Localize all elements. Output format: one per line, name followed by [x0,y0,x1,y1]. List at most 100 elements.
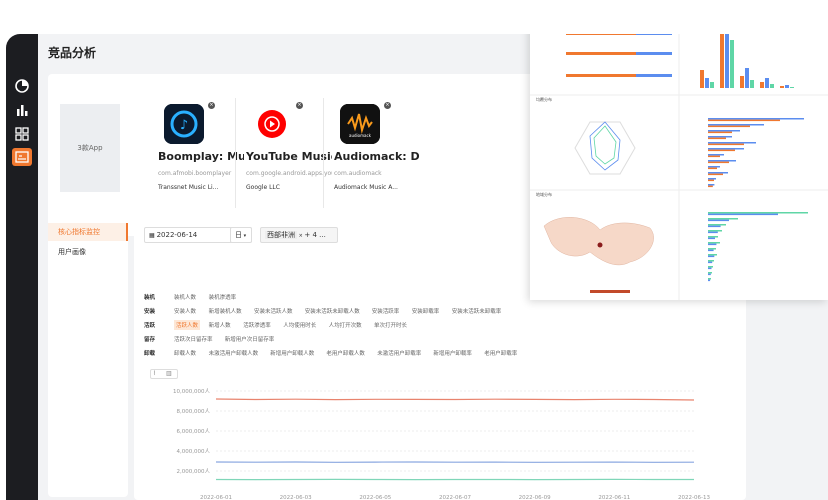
remove-app-icon[interactable]: × [296,102,303,109]
metric-tag[interactable]: 未激活用户卸载率 [377,351,422,357]
audiomack-app-icon: audiomack [340,104,380,144]
region-tag: 西部非洲 [265,231,297,239]
metric-tag[interactable]: 人均使用时长 [283,323,317,329]
app-name: Boomplay: Music ... [158,150,244,163]
metric-tag[interactable]: 安装卸载率 [411,309,440,315]
line-chart-icon[interactable]: ⌇ [153,370,156,377]
app-developer: Audiomack Music A... [334,184,398,191]
mini-bar [708,212,808,214]
mini-bar [708,143,744,146]
metric-tag[interactable]: 未激活用户卸载人数 [208,351,259,357]
chart-type-toggle: ⌇ ▥ [150,369,178,379]
metric-tag[interactable]: 新增人数 [208,323,231,329]
compare-icon[interactable] [12,148,32,166]
metric-tag[interactable]: 卸载人数 [174,351,197,357]
mini-bar [708,137,726,140]
svg-text:♪: ♪ [180,118,188,133]
divider [323,98,324,208]
app-package: com.afmobi.boomplayer [158,170,232,177]
mini-bar [708,225,721,228]
nav-item-user-profile[interactable]: 用户画像 [58,248,86,256]
metric-tag[interactable]: 活跃人数 [174,320,201,330]
map-scale-bar [590,290,630,293]
x-tick-label: 2022-06-07 [439,495,471,500]
metric-group-label: 装机 [144,295,156,301]
metric-tag[interactable]: 装机渗透率 [208,295,237,301]
divider [235,98,236,208]
date-unit-select[interactable]: 日 ▾ [230,227,252,243]
mini-bar [770,84,774,88]
metric-tag[interactable]: 安装人数 [174,309,197,315]
mini-bar [708,179,714,182]
more-regions: + 4 ... [304,231,326,239]
metric-tag[interactable]: 新增用户次日留存率 [224,337,275,343]
metric-tag[interactable]: 新增装机人数 [208,309,242,315]
mini-bar [636,74,672,77]
mini-bar [708,149,735,152]
mini-bar [720,34,724,88]
metric-tag[interactable]: 安装未活跃人数 [254,309,293,315]
mini-bar [708,118,804,120]
series-line-0[interactable] [215,398,695,401]
main-panel: ▦ 2022-06-14 日 ▾ 西部非洲 × + 4 ... 装机 装机人数 装机… [134,217,746,500]
mini-bar [708,119,780,122]
mini-bar [745,68,749,88]
pie-chart-icon[interactable] [14,78,30,94]
metric-tag[interactable]: 新增用户卸载人数 [270,351,315,357]
app-package: com.google.android.apps.youtube.music [246,170,332,177]
mini-bar [708,130,740,132]
metric-tag[interactable]: 新增用户卸载率 [433,351,472,357]
x-tick-label: 2022-06-09 [519,495,551,500]
mini-bar [708,184,715,186]
mini-bar [708,160,736,162]
mini-chart-title: 地域分布 [536,191,552,197]
mini-bar [765,78,769,88]
metric-tag[interactable]: 人均打开次数 [328,323,362,329]
metric-tag[interactable]: 活跃渗透率 [243,323,271,329]
mini-bar [708,131,732,134]
metric-tag[interactable]: 单次打开时长 [374,323,408,329]
mini-bar [708,237,715,240]
bar-chart-icon[interactable]: ▥ [166,370,172,377]
mini-bar [636,52,672,55]
app-card-boomplay[interactable]: ♪ × Boomplay: Music ... com.afmobi.boomp… [158,98,244,208]
metric-tag[interactable]: 安装未活跃未卸载人数 [304,309,360,315]
radar-series [589,121,621,171]
bar-chart-icon[interactable] [14,102,30,118]
metric-tag[interactable]: 安装活跃率 [371,309,400,315]
app-name: Audiomack: Download ... [334,150,420,163]
mini-bar [708,166,720,168]
mini-bar [708,266,713,268]
mini-bar [785,85,789,88]
mini-bar [708,254,717,256]
app-card-audiomack[interactable]: audiomack × Audiomack: Download ... com.… [334,98,420,208]
app-card-youtube-music[interactable]: × YouTube Music com.google.android.apps.… [246,98,332,208]
x-tick-label: 2022-06-11 [598,495,630,500]
x-tick-label: 2022-06-03 [280,495,312,500]
radar-series [593,125,617,165]
metric-tag[interactable]: 老用户卸载率 [484,351,518,357]
metric-tag[interactable]: 装机人数 [174,295,197,301]
mini-bar [708,272,712,274]
remove-app-icon[interactable]: × [384,102,391,109]
metric-tag[interactable]: 活跃次日留存率 [174,337,213,343]
add-app-placeholder[interactable]: 3款App [60,104,120,192]
app-name: YouTube Music [246,150,332,163]
svg-text:audiomack: audiomack [349,133,372,138]
mini-bar [708,224,726,226]
metric-group-label: 安装 [144,309,156,315]
mini-bar [708,242,720,244]
grid-icon[interactable] [14,126,30,142]
date-picker[interactable]: ▦ 2022-06-14 [144,227,252,243]
mini-bar [708,267,712,270]
mini-bar [700,70,704,88]
remove-app-icon[interactable]: × [208,102,215,109]
mini-bar [708,261,713,264]
metric-tag[interactable]: 老用户卸载人数 [326,351,365,357]
mini-bar [750,80,754,88]
nav-item-core-metrics[interactable]: 核心指标监控 [48,223,128,241]
metric-tag[interactable]: 安装未活跃未卸载率 [451,309,502,315]
close-icon[interactable]: × [297,233,305,239]
mini-bar [760,82,764,88]
region-select[interactable]: 西部非洲 × + 4 ... [260,227,338,243]
